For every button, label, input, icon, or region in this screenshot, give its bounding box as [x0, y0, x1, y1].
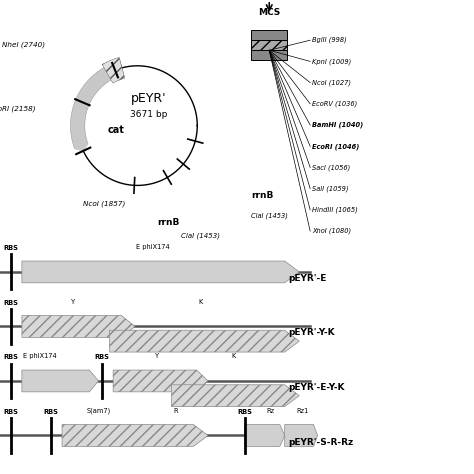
Bar	[251, 50, 287, 60]
Text: S(am7): S(am7)	[86, 407, 110, 414]
Text: Rz1: Rz1	[297, 408, 309, 414]
Text: K: K	[199, 299, 203, 305]
Text: RBS: RBS	[95, 354, 109, 360]
Text: SacI (1056): SacI (1056)	[312, 164, 351, 171]
Polygon shape	[172, 385, 299, 407]
Polygon shape	[113, 370, 208, 392]
Text: HindIII (1065): HindIII (1065)	[312, 207, 358, 213]
Polygon shape	[109, 330, 299, 352]
Polygon shape	[102, 57, 125, 83]
Text: EcoRI (1046): EcoRI (1046)	[312, 143, 360, 149]
Text: RBS: RBS	[3, 409, 18, 415]
Text: ClaI (1453): ClaI (1453)	[181, 232, 219, 238]
Text: Y: Y	[155, 353, 159, 359]
Polygon shape	[22, 370, 99, 392]
Text: Rz: Rz	[266, 408, 274, 414]
Text: RBS: RBS	[3, 245, 18, 251]
Text: pEYR': pEYR'	[130, 92, 166, 105]
Polygon shape	[22, 316, 135, 337]
Polygon shape	[71, 61, 124, 148]
Text: RBS: RBS	[3, 354, 18, 360]
Text: XhoI (1080): XhoI (1080)	[312, 228, 352, 234]
Bar	[251, 30, 287, 40]
Text: R: R	[173, 408, 177, 414]
Text: 3671 bp: 3671 bp	[129, 110, 167, 119]
Polygon shape	[74, 144, 88, 150]
Text: BglII (998): BglII (998)	[312, 37, 347, 44]
Text: pEYR'-Y-K: pEYR'-Y-K	[288, 328, 335, 337]
Text: pEYR'-E-Y-K: pEYR'-E-Y-K	[288, 383, 345, 392]
Text: EcoRI (2158): EcoRI (2158)	[0, 106, 36, 112]
Text: SalI (1059): SalI (1059)	[312, 185, 349, 192]
Polygon shape	[245, 425, 285, 447]
Text: KpnI (1009): KpnI (1009)	[312, 58, 352, 64]
Text: RBS: RBS	[44, 409, 58, 415]
Text: E phiX174: E phiX174	[23, 353, 57, 359]
Text: E phiX174: E phiX174	[137, 244, 170, 250]
Text: ClaI (1453): ClaI (1453)	[251, 213, 288, 219]
Polygon shape	[62, 425, 208, 447]
Text: MCS: MCS	[258, 8, 280, 17]
Text: K: K	[231, 353, 236, 359]
Text: EcoRV (1036): EcoRV (1036)	[312, 100, 358, 107]
Text: pEYR'-E: pEYR'-E	[288, 274, 327, 283]
Polygon shape	[22, 261, 299, 283]
Text: Y: Y	[71, 299, 75, 305]
Text: RBS: RBS	[237, 409, 252, 415]
Text: NcoI (1027): NcoI (1027)	[312, 79, 351, 86]
Text: rrnB: rrnB	[251, 191, 273, 201]
Text: RBS: RBS	[3, 300, 18, 306]
Polygon shape	[285, 425, 318, 447]
Text: pEYR'-S-R-Rz: pEYR'-S-R-Rz	[288, 438, 354, 447]
Text: rrnB: rrnB	[157, 219, 180, 228]
Bar	[251, 40, 287, 50]
Text: BamHI (1040): BamHI (1040)	[312, 122, 364, 128]
Text: NheI (2740): NheI (2740)	[1, 42, 45, 48]
Text: NcoI (1857): NcoI (1857)	[83, 201, 126, 207]
Text: cat: cat	[108, 126, 125, 136]
